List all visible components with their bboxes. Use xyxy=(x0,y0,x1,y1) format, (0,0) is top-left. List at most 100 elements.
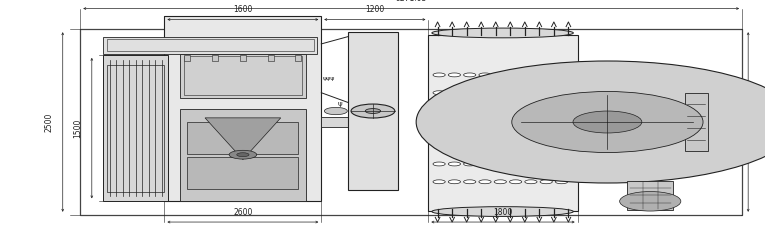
Circle shape xyxy=(525,91,537,95)
Circle shape xyxy=(433,162,445,166)
Circle shape xyxy=(509,144,522,148)
Bar xyxy=(321,117,390,127)
Circle shape xyxy=(494,91,506,95)
Circle shape xyxy=(433,144,445,148)
Circle shape xyxy=(464,73,476,77)
Circle shape xyxy=(416,61,765,183)
Text: 2600: 2600 xyxy=(233,208,252,217)
Circle shape xyxy=(555,144,568,148)
Circle shape xyxy=(230,150,257,159)
Circle shape xyxy=(494,162,506,166)
Text: 9271.03: 9271.03 xyxy=(396,0,427,3)
Circle shape xyxy=(509,91,522,95)
Bar xyxy=(627,113,688,131)
Circle shape xyxy=(525,162,537,166)
Bar xyxy=(212,55,218,61)
Circle shape xyxy=(479,126,491,130)
Circle shape xyxy=(464,180,476,184)
Bar xyxy=(187,122,298,154)
Circle shape xyxy=(540,162,552,166)
Bar xyxy=(107,39,314,51)
Circle shape xyxy=(494,180,506,184)
Bar xyxy=(180,54,306,98)
Circle shape xyxy=(555,91,568,95)
Circle shape xyxy=(464,109,476,112)
Circle shape xyxy=(324,107,347,115)
Circle shape xyxy=(555,109,568,112)
Circle shape xyxy=(540,109,552,112)
Circle shape xyxy=(509,180,522,184)
Bar xyxy=(103,37,317,54)
Circle shape xyxy=(479,109,491,112)
Circle shape xyxy=(479,180,491,184)
Circle shape xyxy=(464,144,476,148)
Circle shape xyxy=(540,180,552,184)
Circle shape xyxy=(540,126,552,130)
Bar xyxy=(348,32,398,190)
Circle shape xyxy=(494,126,506,130)
Circle shape xyxy=(448,109,461,112)
Circle shape xyxy=(351,104,395,118)
Circle shape xyxy=(464,126,476,130)
Circle shape xyxy=(512,92,703,152)
Circle shape xyxy=(479,162,491,166)
Circle shape xyxy=(540,91,552,95)
Bar xyxy=(240,55,246,61)
Polygon shape xyxy=(205,118,281,160)
Circle shape xyxy=(555,73,568,77)
Bar xyxy=(103,55,168,201)
Circle shape xyxy=(494,144,506,148)
Circle shape xyxy=(448,73,461,77)
Text: 2015.13: 2015.13 xyxy=(757,106,765,138)
Bar xyxy=(180,109,306,201)
Bar xyxy=(187,157,298,189)
Text: 1200: 1200 xyxy=(365,5,385,14)
Ellipse shape xyxy=(431,207,574,216)
Circle shape xyxy=(448,126,461,130)
Circle shape xyxy=(555,162,568,166)
Circle shape xyxy=(479,73,491,77)
Circle shape xyxy=(540,73,552,77)
Bar xyxy=(627,181,673,210)
Circle shape xyxy=(479,144,491,148)
Circle shape xyxy=(620,192,681,211)
Bar xyxy=(107,65,164,192)
Text: ψψψ: ψψψ xyxy=(323,76,335,81)
Circle shape xyxy=(448,180,461,184)
Circle shape xyxy=(448,144,461,148)
Ellipse shape xyxy=(431,28,574,38)
Text: 1600: 1600 xyxy=(233,5,252,14)
Circle shape xyxy=(494,109,506,112)
Circle shape xyxy=(525,126,537,130)
Circle shape xyxy=(555,180,568,184)
Circle shape xyxy=(525,144,537,148)
Circle shape xyxy=(448,91,461,95)
Circle shape xyxy=(509,162,522,166)
Circle shape xyxy=(237,153,249,157)
Text: 2500: 2500 xyxy=(44,112,54,132)
Bar xyxy=(295,55,301,61)
Bar xyxy=(428,35,578,211)
Circle shape xyxy=(433,91,445,95)
Text: 1800: 1800 xyxy=(493,208,513,217)
Circle shape xyxy=(448,162,461,166)
Text: 1500: 1500 xyxy=(73,118,83,138)
Circle shape xyxy=(464,91,476,95)
Circle shape xyxy=(525,180,537,184)
Bar xyxy=(80,29,742,215)
Circle shape xyxy=(365,109,381,113)
Circle shape xyxy=(433,109,445,112)
Circle shape xyxy=(479,91,491,95)
Circle shape xyxy=(525,73,537,77)
Bar xyxy=(164,16,321,201)
Circle shape xyxy=(494,73,506,77)
Circle shape xyxy=(573,111,642,133)
Circle shape xyxy=(555,126,568,130)
Bar xyxy=(685,93,708,151)
Circle shape xyxy=(433,73,445,77)
Bar xyxy=(578,115,588,129)
Circle shape xyxy=(509,73,522,77)
Text: ψ: ψ xyxy=(338,101,343,107)
Circle shape xyxy=(525,109,537,112)
Circle shape xyxy=(464,162,476,166)
